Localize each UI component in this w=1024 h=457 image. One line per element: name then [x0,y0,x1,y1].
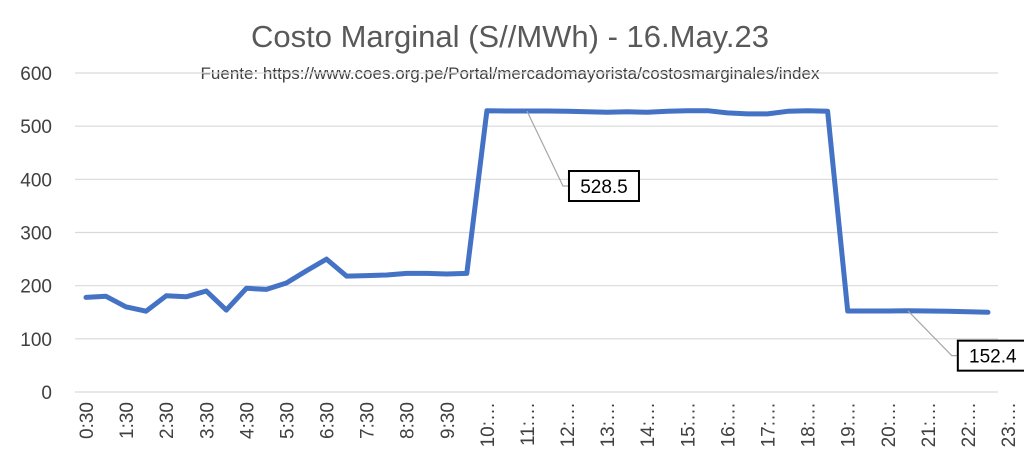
x-tick-label: 21:… [919,402,940,447]
annotation-box [956,339,1024,372]
x-tick-label: 20:… [879,402,900,447]
x-tick-label: 7:30 [358,402,379,439]
x-tick-label: 2:30 [157,402,178,439]
annotation-label: 528.5 [580,177,628,198]
y-axis-ticks: 0 100 200 300 400 500 600 [20,64,52,404]
gridlines [75,72,998,393]
x-tick-label: 12:… [558,402,579,447]
y-tick-label: 0 [41,383,52,404]
y-tick-label: 600 [20,64,52,85]
x-tick-label: 23:… [999,402,1020,447]
x-tick-label: 17:… [759,402,780,447]
x-tick-label: 9:30 [438,402,459,439]
x-tick-label: 4:30 [237,402,258,439]
series-line [83,108,991,315]
y-tick-label: 500 [20,117,52,138]
x-tick-label: 22:… [959,402,980,447]
x-tick-label: 13:… [598,402,619,447]
x-tick-label: 5:30 [277,402,298,439]
y-tick-label: 400 [20,170,52,191]
annotation-leader [907,310,958,357]
x-tick-label: 11:… [518,402,539,446]
x-tick-label: 14:… [638,402,659,447]
annotation-box [567,170,640,203]
x-axis-ticks: 0:30 1:30 2:30 3:30 4:30 5:30 6:30 7:30 8:30 9:30… [77,402,1020,447]
x-tick-label: 10:… [478,402,499,447]
x-tick-label: 15:… [678,402,699,447]
x-tick-label: 16:… [718,402,739,447]
y-tick-label: 100 [20,330,52,351]
x-tick-label: 18:… [799,402,820,447]
x-tick-label: 0:30 [77,402,98,439]
series-layer [83,108,991,315]
y-tick-label: 200 [20,277,52,298]
annotations: 528.5 152.4 [526,110,1024,372]
x-tick-label: 1:30 [117,402,138,439]
chart-title: Costo Marginal (S//MWh) - 16.May.23 [251,19,769,54]
y-tick-label: 300 [20,224,52,245]
x-tick-label: 6:30 [318,402,339,439]
x-tick-label: 8:30 [398,402,419,439]
x-tick-label: 3:30 [197,402,218,439]
x-tick-label: 19:… [839,402,860,447]
annotation-label: 152.4 [969,347,1017,368]
annotation-leader [526,110,569,187]
